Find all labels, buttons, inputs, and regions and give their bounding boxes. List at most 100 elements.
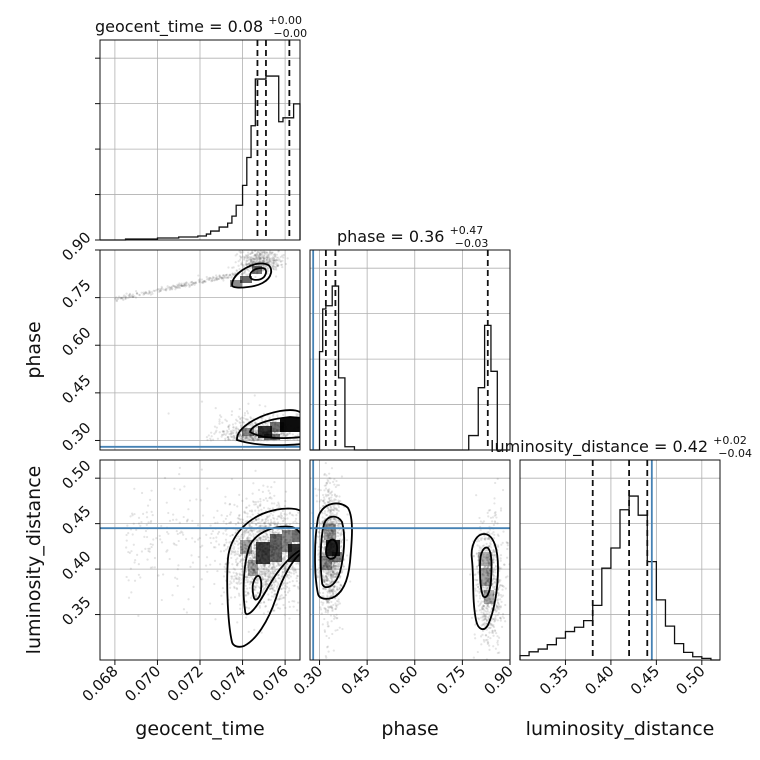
sample-point	[295, 577, 298, 580]
sample-point	[195, 498, 198, 501]
sample-point	[266, 267, 269, 270]
sample-point	[257, 488, 261, 492]
sample-point	[255, 540, 259, 543]
sample-point	[486, 572, 489, 575]
sample-point	[283, 567, 286, 570]
sample-point	[333, 478, 336, 481]
sample-point	[339, 584, 342, 587]
sample-point	[235, 553, 238, 556]
sample-point	[145, 511, 148, 514]
sample-point	[212, 546, 216, 549]
sample-point	[178, 283, 181, 286]
sample-point	[340, 541, 343, 544]
x-tick-label: 0.40	[581, 662, 617, 698]
sample-point	[236, 582, 239, 585]
sample-point	[242, 531, 246, 534]
sample-point	[287, 432, 291, 435]
sample-point	[503, 563, 506, 566]
sample-point	[493, 553, 496, 556]
sample-point	[239, 553, 242, 557]
sample-point	[231, 438, 235, 441]
x-tick-label: 0.45	[338, 662, 374, 698]
sample-point	[341, 627, 344, 631]
sample-point	[484, 634, 487, 637]
sample-point	[275, 268, 278, 271]
sample-point	[332, 649, 335, 652]
sample-point	[265, 532, 268, 536]
sample-point	[478, 516, 481, 520]
sample-point	[270, 584, 273, 587]
sample-point	[329, 614, 333, 617]
sample-point	[296, 601, 300, 604]
sample-point	[486, 579, 489, 582]
sample-point	[239, 256, 243, 259]
sample-point	[215, 278, 219, 282]
sample-point	[261, 524, 264, 527]
sample-point	[258, 254, 261, 257]
lumdist-title-sub: −0.04	[718, 447, 752, 460]
sample-point	[474, 587, 477, 590]
sample-point	[258, 258, 261, 261]
sample-point	[259, 257, 263, 260]
sample-point	[174, 288, 177, 291]
sample-point	[159, 289, 162, 292]
sample-point	[264, 524, 267, 528]
sample-point	[286, 581, 289, 585]
sample-point	[495, 559, 498, 562]
sample-point	[245, 538, 248, 541]
sample-point	[252, 434, 255, 437]
sample-point	[492, 593, 495, 596]
sample-point	[247, 565, 250, 568]
sample-point	[331, 529, 335, 532]
sample-point	[489, 600, 492, 604]
sample-point	[327, 523, 330, 526]
sample-point	[331, 523, 334, 526]
sample-point	[328, 560, 331, 563]
sample-point	[494, 582, 497, 585]
sample-point	[329, 529, 333, 533]
sample-point	[251, 257, 255, 260]
sample-point	[267, 575, 270, 578]
sample-point	[254, 581, 257, 584]
sample-point	[274, 592, 277, 596]
sample-point	[482, 520, 486, 523]
sample-point	[498, 567, 502, 570]
sample-point	[498, 580, 501, 583]
sample-point	[487, 530, 490, 534]
sample-point	[488, 509, 492, 512]
sample-point	[243, 541, 246, 544]
sample-point	[493, 502, 496, 505]
sample-point	[286, 591, 290, 594]
sample-point	[325, 558, 328, 561]
sample-point	[326, 565, 329, 568]
sample-point	[267, 576, 271, 579]
sample-point	[325, 562, 328, 565]
sample-point	[283, 512, 286, 516]
sample-point	[268, 416, 271, 419]
sample-point	[493, 577, 496, 581]
sample-point	[482, 561, 485, 564]
sample-point	[208, 602, 212, 605]
sample-point	[159, 289, 162, 292]
sample-point	[252, 482, 255, 485]
sample-point	[238, 594, 241, 597]
sample-point	[229, 511, 233, 514]
sample-point	[218, 275, 221, 278]
sample-point	[252, 260, 255, 263]
sample-point	[273, 566, 277, 569]
sample-point	[498, 636, 501, 639]
sample-point	[333, 575, 337, 579]
sample-point	[326, 609, 330, 612]
sample-point	[246, 539, 249, 542]
sample-point	[211, 530, 214, 533]
phase-title-sub: −0.03	[455, 237, 489, 250]
sample-point	[252, 257, 255, 261]
sample-point	[322, 553, 325, 556]
sample-point	[266, 572, 269, 575]
sample-point	[151, 566, 154, 569]
sample-point	[492, 558, 496, 561]
sample-point	[328, 570, 331, 573]
sample-point	[481, 607, 485, 611]
sample-point	[335, 565, 339, 568]
sample-point	[248, 523, 251, 526]
